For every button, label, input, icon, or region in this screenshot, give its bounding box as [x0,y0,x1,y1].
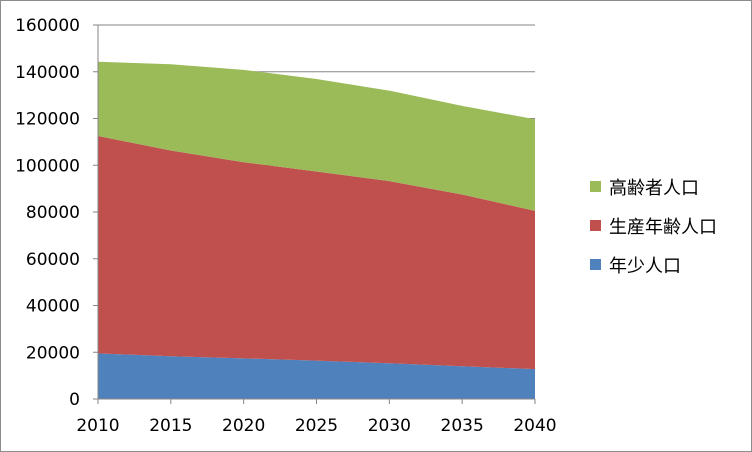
legend-swatch-高齢者人口 [590,181,601,192]
y-tick-label-120000: 120000 [15,110,80,130]
y-tick-label-60000: 60000 [26,250,80,270]
y-tick-label-160000: 160000 [15,16,80,36]
x-tick-label-2025: 2025 [295,416,338,436]
y-tick-label-0: 0 [69,390,80,410]
y-tick-label-40000: 40000 [26,297,80,317]
y-tick-label-100000: 100000 [15,156,80,176]
x-tick-label-2030: 2030 [368,416,411,436]
x-tick-label-2010: 2010 [76,416,119,436]
legend-label-生産年齢人口: 生産年齢人口 [609,217,717,238]
y-tick-label-20000: 20000 [26,343,80,363]
legend-swatch-年少人口 [590,259,601,270]
plot-areas [98,61,535,399]
y-tick-label-140000: 140000 [15,63,80,83]
y-axis-ticks: 0 20000 40000 60000 80000 100000 120000 140000 1… [15,16,98,410]
y-tick-label-80000: 80000 [26,203,80,223]
area-series-生産年齢人口 [98,136,535,370]
x-tick-label-2035: 2035 [441,416,484,436]
legend-swatch-生産年齢人口 [590,220,601,231]
x-tick-label-2015: 2015 [149,416,192,436]
x-tick-label-2040: 2040 [513,416,556,436]
area-series-年少人口 [98,353,535,399]
x-tick-label-2020: 2020 [222,416,265,436]
area-series-高齢者人口 [98,61,535,211]
legend-label-高齢者人口: 高齢者人口 [609,178,699,199]
x-axis-ticks: 2010 2015 2020 2025 2030 2035 2040 [76,399,557,436]
legend-label-年少人口: 年少人口 [609,256,681,277]
